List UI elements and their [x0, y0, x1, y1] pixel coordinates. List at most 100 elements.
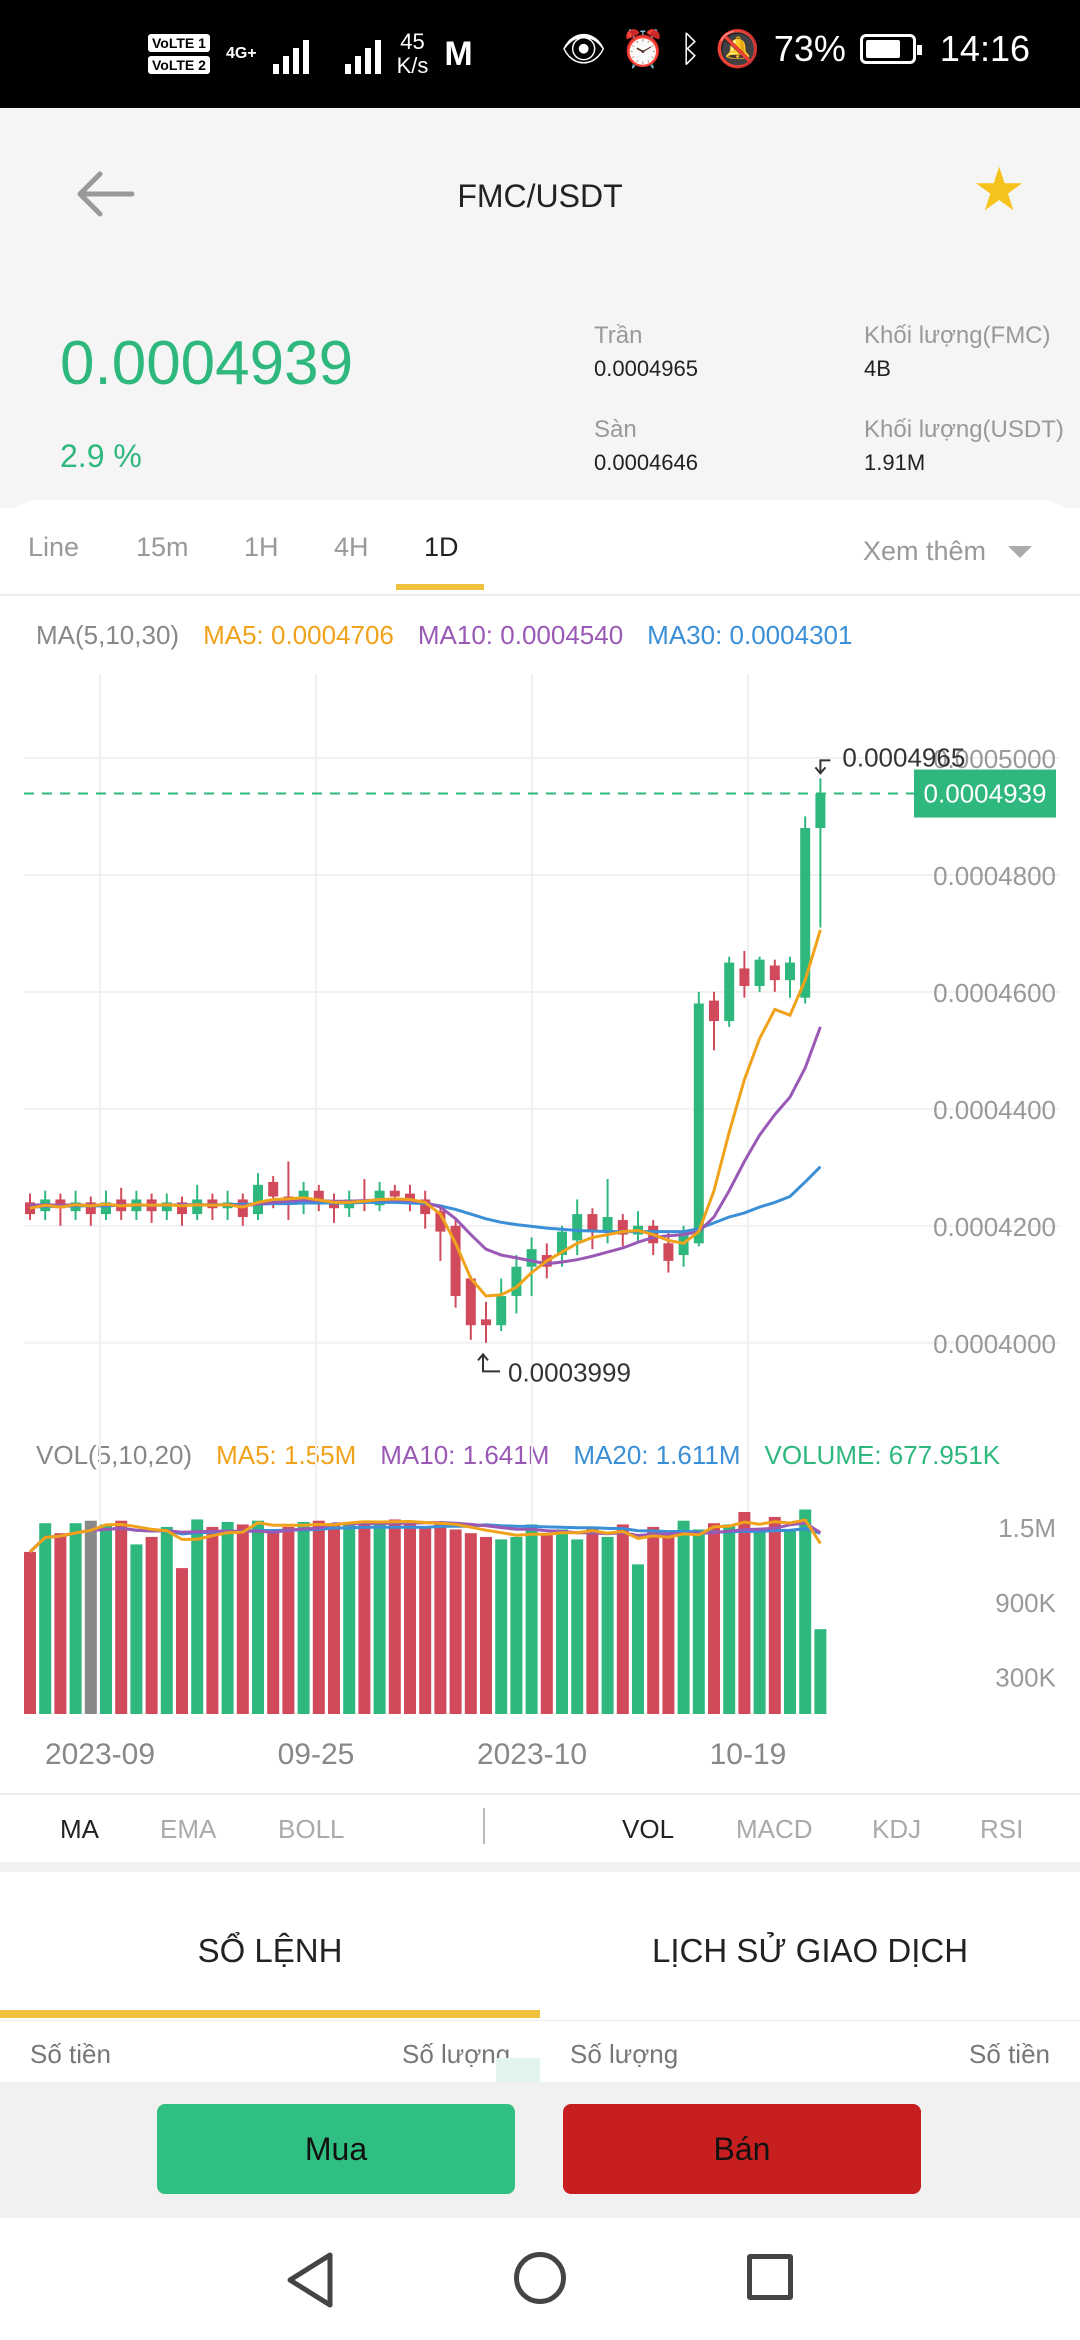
timeframe-tabs: Line 15m 1H 4H 1D Xem thêm	[0, 500, 1080, 596]
volume-bar	[236, 1524, 249, 1714]
section-gap	[0, 1862, 1080, 1872]
current-price-label: 0.0004939	[924, 779, 1047, 809]
clock: 14:16	[939, 28, 1030, 69]
high-value: 0.0004965	[594, 356, 698, 381]
tab-1h[interactable]: 1H	[244, 532, 279, 562]
volume-bar	[419, 1526, 432, 1714]
volume-tick-label: 300K	[995, 1663, 1056, 1693]
volume-bar	[677, 1520, 690, 1714]
nav-back-icon[interactable]	[284, 2250, 336, 2310]
candle-body	[465, 1278, 476, 1326]
ma5-line	[29, 929, 822, 1298]
candle-body	[85, 1202, 96, 1215]
volume-bar	[525, 1524, 538, 1714]
volume-bar	[100, 1524, 112, 1714]
candle-body	[815, 793, 826, 829]
candle-body	[769, 965, 780, 981]
tab-order-book[interactable]: SỔ LỆNH	[197, 1932, 343, 1969]
volume-bar	[480, 1536, 492, 1714]
volume-bar	[723, 1524, 736, 1714]
speed-unit: K/s	[396, 53, 429, 78]
more-label: Xem thêm	[862, 536, 986, 566]
volume-bar	[540, 1533, 553, 1714]
volume-bar	[495, 1539, 508, 1714]
buy-button[interactable]: Mua	[157, 2104, 515, 2194]
volume-bar	[115, 1520, 128, 1714]
eye-icon: 👁	[560, 28, 607, 69]
tab-rsi[interactable]: RSI	[980, 1814, 1024, 1844]
volte-1-badge: VoLTE 1	[148, 34, 210, 52]
network-type: 4G+	[225, 45, 257, 62]
action-bar: Mua Bán	[0, 2082, 1080, 2218]
volume-bar	[768, 1516, 781, 1714]
volume-bar	[616, 1524, 629, 1714]
col-amount-right: Số tiền	[969, 2039, 1050, 2069]
low-marker-arrow	[477, 1352, 500, 1373]
candle-body	[389, 1190, 400, 1197]
back-button[interactable]	[70, 164, 140, 224]
nav-home-icon[interactable]	[514, 2252, 566, 2304]
tab-4h[interactable]: 4H	[334, 532, 369, 562]
sell-button[interactable]: Bán	[563, 2104, 921, 2194]
price-panel: 0.0004939 2.9 % Trần 0.0004965 Sàn 0.000…	[0, 308, 1080, 508]
volume-bar	[312, 1520, 325, 1714]
tab-macd[interactable]: MACD	[736, 1814, 813, 1844]
volume-bar	[738, 1511, 751, 1714]
candle-body	[298, 1190, 309, 1200]
volume-tick-label: 1.5M	[998, 1513, 1056, 1543]
vol-fmc-value: 4B	[864, 356, 891, 381]
page-title: FMC/USDT	[457, 178, 623, 214]
volume-bar	[753, 1531, 766, 1714]
volume-bar	[130, 1544, 143, 1714]
tab-kdj[interactable]: KDJ	[872, 1814, 922, 1844]
bluetooth-icon: ᛒ	[679, 28, 702, 69]
candle-body	[192, 1199, 203, 1215]
tab-ma[interactable]: MA	[60, 1814, 99, 1844]
tab-line[interactable]: Line	[28, 532, 80, 562]
caret-down-icon	[1008, 545, 1032, 558]
tab-trade-history[interactable]: LỊCH SỬ GIAO DỊCH	[651, 1932, 969, 1969]
x-axis-label: 2023-09	[45, 1738, 155, 1771]
volume-bar	[221, 1521, 234, 1714]
x-axis-label: 2023-10	[477, 1738, 587, 1771]
col-qty-left: Số lượng	[402, 2039, 511, 2069]
nav-recent-apps-icon[interactable]	[747, 2254, 793, 2300]
volume-bar	[297, 1521, 310, 1714]
indicator-divider	[483, 1808, 485, 1844]
candle-body	[526, 1249, 537, 1267]
candle-body	[374, 1190, 385, 1206]
volume-bar	[206, 1526, 219, 1714]
battery-percent: 73%	[773, 28, 846, 69]
change-percent: 2.9 %	[60, 438, 142, 474]
volume-bar	[601, 1536, 614, 1714]
candle-body	[754, 959, 765, 986]
chart-area[interactable]: MA(5,10,30) MA5: 0.0004706 MA10: 0.00045…	[0, 596, 1080, 1810]
candle-body	[101, 1202, 111, 1215]
candle-body	[481, 1319, 491, 1326]
volume-bar	[449, 1529, 462, 1714]
tab-ema[interactable]: EMA	[160, 1814, 217, 1844]
speed-value: 45	[400, 29, 425, 54]
low-label: Sàn	[594, 416, 637, 443]
more-timeframes-button[interactable]: Xem thêm	[863, 536, 1032, 567]
orderbook-active-indicator	[0, 2010, 540, 2018]
tab-1d[interactable]: 1D	[424, 532, 459, 562]
volume-bar	[267, 1531, 280, 1714]
high-marker-label: 0.0004965	[842, 742, 965, 772]
tab-15m[interactable]: 15m	[136, 532, 189, 562]
volume-bar	[799, 1509, 812, 1714]
col-amount-left: Số tiền	[30, 2039, 111, 2069]
favorite-star-icon[interactable]: ★	[972, 156, 1026, 223]
header: FMC/USDT ★	[0, 108, 1080, 308]
status-bar: VoLTE 1 VoLTE 2 4G+ 45 K/s M 👁 ⏰ ᛒ 🔕 73%…	[0, 0, 1080, 108]
ma-legend: MA(5,10,30) MA5: 0.0004706 MA10: 0.00045…	[36, 620, 852, 651]
status-left: VoLTE 1 VoLTE 2 4G+ 45 K/s M	[148, 30, 473, 78]
tab-vol[interactable]: VOL	[622, 1814, 675, 1844]
orderbook-tabs: SỔ LỆNH LỊCH SỬ GIAO DỊCH	[0, 1872, 1080, 2020]
candle-body	[572, 1214, 583, 1241]
volume-bar	[571, 1539, 584, 1714]
candlestick-chart[interactable]: 0.0005000 0.0004800 0.0004600 0.0004400 0.00…	[0, 596, 1080, 1798]
price-tick-label: 0.0004200	[933, 1212, 1056, 1242]
tab-boll[interactable]: BOLL	[278, 1814, 345, 1844]
candle-body	[177, 1202, 187, 1215]
